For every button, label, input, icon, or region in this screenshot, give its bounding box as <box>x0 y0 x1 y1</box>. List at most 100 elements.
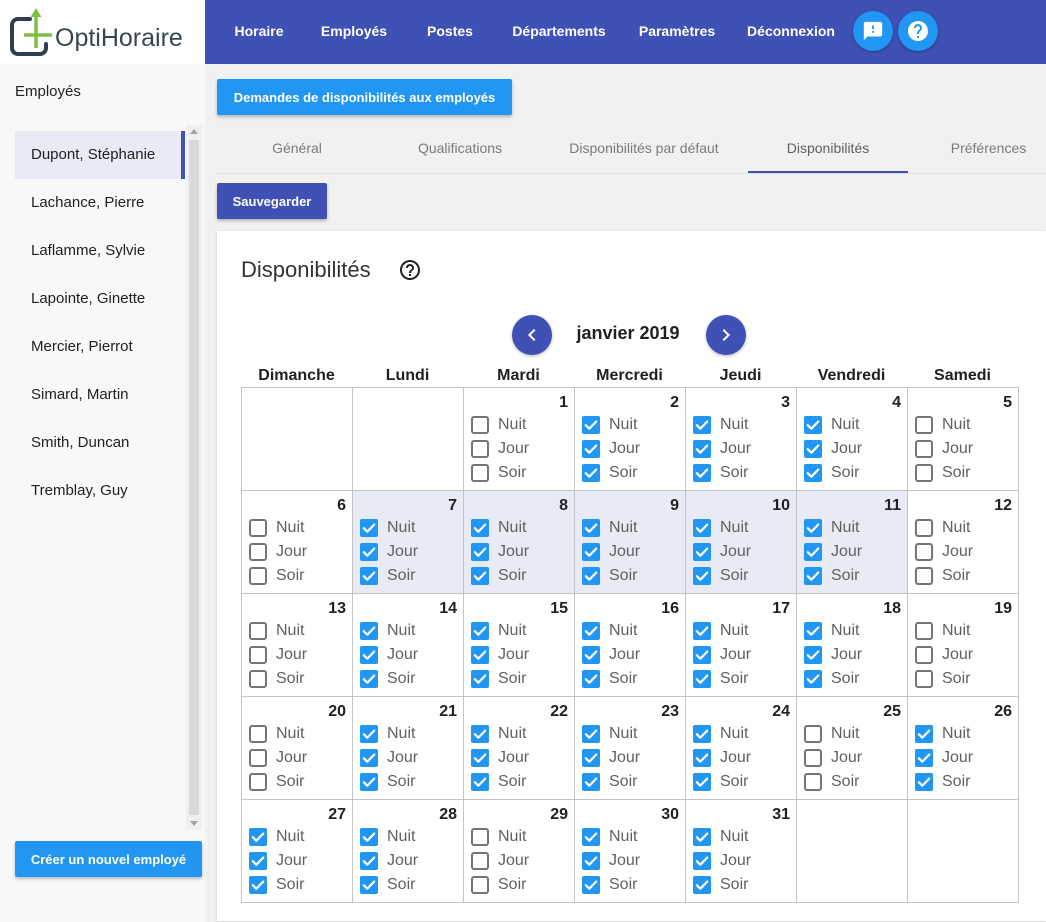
checkbox-jour[interactable] <box>804 646 822 664</box>
shift-option-nuit[interactable]: Nuit <box>575 724 685 744</box>
shift-option-nuit[interactable]: Nuit <box>242 621 352 641</box>
shift-option-nuit[interactable]: Nuit <box>575 415 685 435</box>
checkbox-soir[interactable] <box>582 773 600 791</box>
checkbox-nuit[interactable] <box>804 519 822 537</box>
shift-option-soir[interactable]: Soir <box>242 772 352 792</box>
checkbox-jour[interactable] <box>471 646 489 664</box>
shift-option-soir[interactable]: Soir <box>242 875 352 895</box>
checkbox-nuit[interactable] <box>360 622 378 640</box>
scroll-down-arrow-icon[interactable] <box>190 821 198 826</box>
shift-option-nuit[interactable]: Nuit <box>242 827 352 847</box>
feedback-button[interactable] <box>853 11 893 51</box>
tab-preferences[interactable]: Préférences <box>950 140 1027 156</box>
checkbox-soir[interactable] <box>582 670 600 688</box>
shift-option-nuit[interactable]: Nuit <box>464 827 574 847</box>
shift-option-nuit[interactable]: Nuit <box>464 518 574 538</box>
checkbox-soir[interactable] <box>360 773 378 791</box>
checkbox-jour[interactable] <box>360 852 378 870</box>
checkbox-soir[interactable] <box>249 773 267 791</box>
checkbox-soir[interactable] <box>360 670 378 688</box>
scrollbar-thumb[interactable] <box>189 140 199 815</box>
employee-list-item[interactable]: Simard, Martin <box>31 386 129 403</box>
checkbox-soir[interactable] <box>249 670 267 688</box>
checkbox-jour[interactable] <box>915 440 933 458</box>
checkbox-soir[interactable] <box>249 567 267 585</box>
checkbox-soir[interactable] <box>693 567 711 585</box>
checkbox-jour[interactable] <box>249 749 267 767</box>
nav-link-employes[interactable]: Employés <box>320 23 388 39</box>
shift-option-jour[interactable]: Jour <box>464 851 574 871</box>
tab-availability[interactable]: Disponibilités <box>786 140 870 156</box>
employee-list-item[interactable]: Lachance, Pierre <box>31 194 145 211</box>
checkbox-jour[interactable] <box>360 749 378 767</box>
employee-list-item[interactable]: Smith, Duncan <box>31 434 130 451</box>
shift-option-nuit[interactable]: Nuit <box>797 518 907 538</box>
employee-list-item[interactable]: Tremblay, Guy <box>31 482 128 499</box>
shift-option-nuit[interactable]: Nuit <box>464 621 574 641</box>
checkbox-nuit[interactable] <box>915 725 933 743</box>
shift-option-nuit[interactable]: Nuit <box>686 827 796 847</box>
shift-option-jour[interactable]: Jour <box>797 439 907 459</box>
shift-option-nuit[interactable]: Nuit <box>908 724 1018 744</box>
shift-option-jour[interactable]: Jour <box>353 542 463 562</box>
shift-option-jour[interactable]: Jour <box>797 645 907 665</box>
checkbox-soir[interactable] <box>471 876 489 894</box>
checkbox-nuit[interactable] <box>693 416 711 434</box>
shift-option-soir[interactable]: Soir <box>353 566 463 586</box>
shift-option-soir[interactable]: Soir <box>242 566 352 586</box>
checkbox-nuit[interactable] <box>360 519 378 537</box>
shift-option-soir[interactable]: Soir <box>353 772 463 792</box>
shift-option-nuit[interactable]: Nuit <box>686 415 796 435</box>
shift-option-jour[interactable]: Jour <box>686 851 796 871</box>
help-circle-outline-icon[interactable] <box>398 258 422 282</box>
shift-option-jour[interactable]: Jour <box>908 439 1018 459</box>
checkbox-soir[interactable] <box>249 876 267 894</box>
checkbox-soir[interactable] <box>804 773 822 791</box>
shift-option-soir[interactable]: Soir <box>686 772 796 792</box>
checkbox-soir[interactable] <box>693 773 711 791</box>
shift-option-soir[interactable]: Soir <box>464 875 574 895</box>
checkbox-jour[interactable] <box>693 749 711 767</box>
shift-option-soir[interactable]: Soir <box>797 772 907 792</box>
checkbox-nuit[interactable] <box>582 725 600 743</box>
shift-option-nuit[interactable]: Nuit <box>575 621 685 641</box>
employee-list-scrollbar[interactable] <box>186 125 202 830</box>
checkbox-jour[interactable] <box>915 646 933 664</box>
checkbox-jour[interactable] <box>582 440 600 458</box>
checkbox-soir[interactable] <box>471 670 489 688</box>
nav-link-horaire[interactable]: Horaire <box>234 23 284 39</box>
shift-option-jour[interactable]: Jour <box>242 542 352 562</box>
checkbox-soir[interactable] <box>471 567 489 585</box>
checkbox-soir[interactable] <box>915 670 933 688</box>
shift-option-soir[interactable]: Soir <box>575 566 685 586</box>
checkbox-nuit[interactable] <box>693 622 711 640</box>
shift-option-nuit[interactable]: Nuit <box>353 724 463 744</box>
shift-option-soir[interactable]: Soir <box>686 875 796 895</box>
shift-option-jour[interactable]: Jour <box>242 748 352 768</box>
checkbox-nuit[interactable] <box>471 725 489 743</box>
employee-list-item[interactable]: Lapointe, Ginette <box>31 290 146 307</box>
shift-option-jour[interactable]: Jour <box>575 748 685 768</box>
checkbox-nuit[interactable] <box>249 519 267 537</box>
nav-link-postes[interactable]: Postes <box>427 23 473 39</box>
checkbox-soir[interactable] <box>915 464 933 482</box>
shift-option-jour[interactable]: Jour <box>464 748 574 768</box>
shift-option-jour[interactable]: Jour <box>575 851 685 871</box>
shift-option-soir[interactable]: Soir <box>242 669 352 689</box>
shift-option-jour[interactable]: Jour <box>464 542 574 562</box>
checkbox-nuit[interactable] <box>249 725 267 743</box>
employee-list-item[interactable]: Dupont, Stéphanie <box>15 131 185 179</box>
checkbox-nuit[interactable] <box>693 519 711 537</box>
shift-option-jour[interactable]: Jour <box>908 748 1018 768</box>
shift-option-nuit[interactable]: Nuit <box>353 827 463 847</box>
shift-option-jour[interactable]: Jour <box>353 748 463 768</box>
checkbox-soir[interactable] <box>693 670 711 688</box>
checkbox-nuit[interactable] <box>471 622 489 640</box>
shift-option-soir[interactable]: Soir <box>464 566 574 586</box>
checkbox-soir[interactable] <box>915 567 933 585</box>
checkbox-jour[interactable] <box>582 543 600 561</box>
shift-option-soir[interactable]: Soir <box>908 772 1018 792</box>
scroll-up-arrow-icon[interactable] <box>190 129 198 134</box>
shift-option-jour[interactable]: Jour <box>353 645 463 665</box>
checkbox-soir[interactable] <box>360 567 378 585</box>
